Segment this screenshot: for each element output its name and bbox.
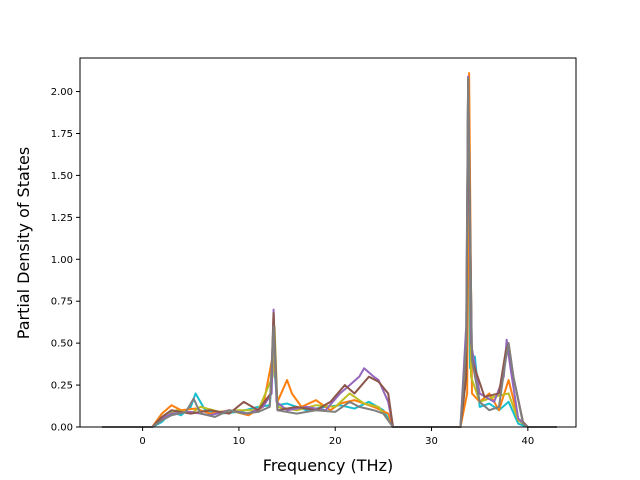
y-tick-label: 1.00	[51, 255, 73, 266]
y-tick-label: 0.75	[51, 297, 73, 308]
x-axis-label: Frequency (THz)	[263, 456, 393, 475]
y-tick-label: 2.00	[51, 87, 73, 98]
y-tick-label: 0.50	[51, 339, 73, 350]
y-tick-label: 1.50	[51, 171, 73, 182]
x-tick-label: 20	[329, 436, 342, 447]
y-tick-label: 0.00	[51, 423, 73, 434]
x-tick-label: 30	[425, 436, 438, 447]
series-line-3	[102, 77, 557, 428]
x-tick-label: 10	[233, 436, 246, 447]
y-tick-label: 0.25	[51, 381, 73, 392]
x-tick-label: 40	[521, 436, 534, 447]
series-layer	[102, 72, 557, 428]
x-tick-label: 0	[139, 436, 145, 447]
series-line-5	[102, 78, 557, 428]
y-tick-label: 1.75	[51, 129, 73, 140]
axes-layer: 0 10 20 30 40 0.00 0.25 0.50 0.75 1.00 1.25 1.50 1.7…	[51, 57, 577, 447]
plot-frame	[79, 57, 577, 428]
series-line-6	[102, 77, 557, 428]
y-tick-label: 1.25	[51, 213, 73, 224]
y-axis-label: Partial Density of States	[14, 147, 33, 339]
